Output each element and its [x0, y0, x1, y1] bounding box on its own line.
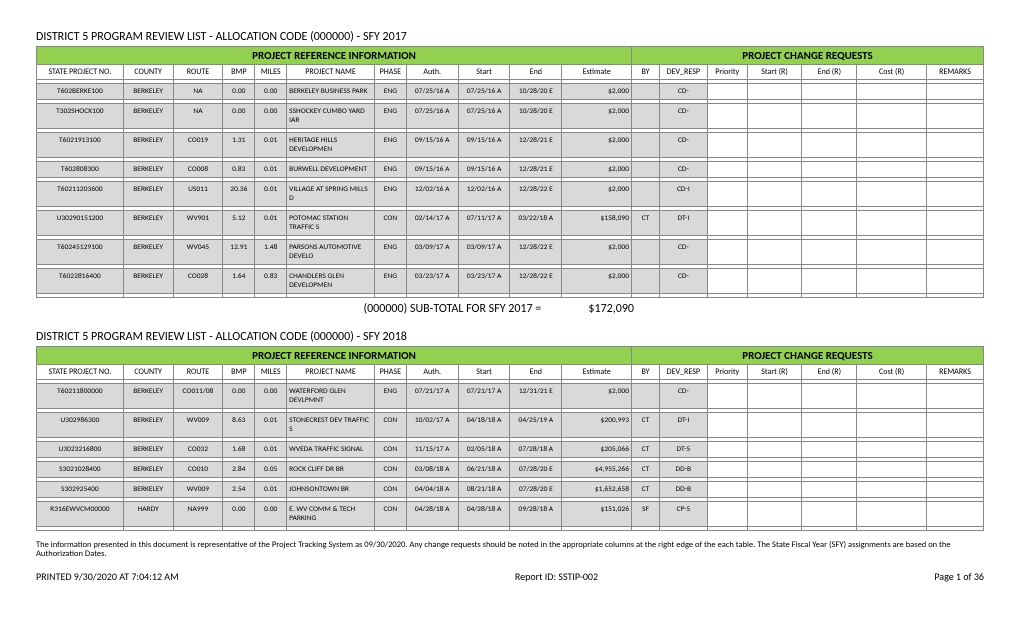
- col-header: DEV_RESP: [659, 365, 707, 380]
- col-header: Cost (R): [857, 365, 927, 380]
- table-row: S3021028400BERKELEYCO0102.840.05ROCK CLI…: [37, 462, 984, 478]
- col-header: PHASE: [374, 65, 406, 80]
- table-row: T60211203600BERKELEYUS01120.360.01VILLAG…: [37, 182, 984, 207]
- col-header: COUNTY: [123, 65, 173, 80]
- col-header: MILES: [255, 365, 287, 380]
- header-change-requests: PROJECT CHANGE REQUESTS: [632, 347, 984, 365]
- col-header: PROJECT NAME: [287, 365, 375, 380]
- col-header: End: [510, 365, 562, 380]
- footer-right: Page 1 of 36: [934, 570, 984, 583]
- col-header: Auth.: [406, 65, 458, 80]
- col-header: Auth.: [406, 365, 458, 380]
- table-row: T602BERKE100BERKELEYNA0.000.00BERKELEY B…: [37, 84, 984, 100]
- table-row: T6021913100BERKELEYCO0191.310.01HERITAGE…: [37, 133, 984, 158]
- header-change-requests: PROJECT CHANGE REQUESTS: [632, 47, 984, 65]
- header-reference: PROJECT REFERENCE INFORMATION: [37, 347, 632, 365]
- col-header: Priority: [707, 365, 747, 380]
- col-header: Priority: [707, 65, 747, 80]
- col-header: Start: [458, 65, 510, 80]
- col-header: MILES: [255, 65, 287, 80]
- footnote: The information presented in this docume…: [36, 541, 984, 560]
- col-header: BMP: [223, 65, 255, 80]
- col-header: REMARKS: [927, 65, 984, 80]
- page-footer: PRINTED 9/30/2020 AT 7:04:12 AM Report ID…: [36, 570, 984, 583]
- col-header: ROUTE: [173, 65, 223, 80]
- col-header: Start (R): [747, 365, 802, 380]
- col-header: STATE PROJECT NO.: [37, 365, 124, 380]
- table-row: T60245129100BERKELEYWV04512.911.48PARSON…: [37, 240, 984, 265]
- col-header: BY: [632, 365, 660, 380]
- report-table: PROJECT REFERENCE INFORMATIONPROJECT CHA…: [36, 46, 984, 298]
- table-row: T60211800000BERKELEYCO011/080.000.00WATE…: [37, 384, 984, 409]
- col-header: Start: [458, 365, 510, 380]
- col-header: End: [510, 65, 562, 80]
- col-header: REMARKS: [927, 365, 984, 380]
- table-row: R316EWVCM00000HARDYNA9990.000.00E. WV CO…: [37, 502, 984, 527]
- section-title: DISTRICT 5 PROGRAM REVIEW LIST - ALLOCAT…: [36, 30, 984, 44]
- header-reference: PROJECT REFERENCE INFORMATION: [37, 47, 632, 65]
- col-header: End (R): [802, 365, 857, 380]
- subtotal-line: (000000) SUB-TOTAL FOR SFY 2017 = $172,0…: [36, 302, 984, 316]
- col-header: Start (R): [747, 65, 802, 80]
- col-header: ROUTE: [173, 365, 223, 380]
- table-row: U3023216800BERKELEYCO0321.680.01WVEDA TR…: [37, 442, 984, 458]
- table-row: S302925400BERKELEYWV0092.540.01JOHNSONTO…: [37, 482, 984, 498]
- table-row: T602808300BERKELEYCO0080.830.01BURWELL D…: [37, 162, 984, 178]
- col-header: BY: [632, 65, 660, 80]
- col-header: STATE PROJECT NO.: [37, 65, 124, 80]
- col-header: COUNTY: [123, 365, 173, 380]
- section-title: DISTRICT 5 PROGRAM REVIEW LIST - ALLOCAT…: [36, 330, 984, 344]
- table-row: T302SHOCK100BERKELEYNA0.000.00SSHOCKEY C…: [37, 104, 984, 129]
- footer-left: PRINTED 9/30/2020 AT 7:04:12 AM: [36, 570, 179, 583]
- col-header: End (R): [802, 65, 857, 80]
- col-header: PROJECT NAME: [287, 65, 375, 80]
- col-header: PHASE: [374, 365, 406, 380]
- report-table: PROJECT REFERENCE INFORMATIONPROJECT CHA…: [36, 346, 984, 531]
- footer-center: Report ID: SSTIP-002: [515, 570, 598, 583]
- table-row: U302986300BERKELEYWV0098.630.01STONECRES…: [37, 413, 984, 438]
- col-header: Cost (R): [857, 65, 927, 80]
- col-header: DEV_RESP: [659, 65, 707, 80]
- table-row: T6022816400BERKELEYCO0281.640.83CHANDLER…: [37, 269, 984, 294]
- col-header: Estimate: [562, 65, 632, 80]
- col-header: BMP: [223, 365, 255, 380]
- table-row: U30290151200BERKELEYWV9015.120.01POTOMAC…: [37, 211, 984, 236]
- col-header: Estimate: [562, 365, 632, 380]
